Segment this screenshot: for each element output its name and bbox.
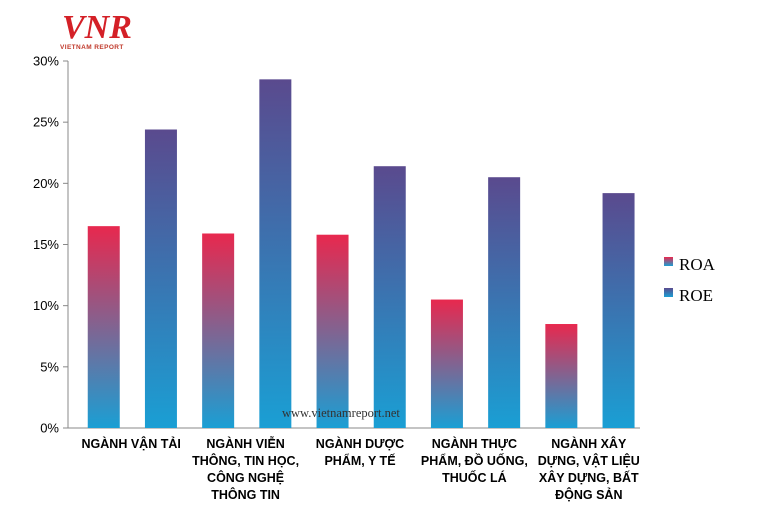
logo-subtitle: VIETNAM REPORT — [60, 44, 124, 51]
x-axis-labels: NGÀNH VẬN TẢI NGÀNH VIỄN THÔNG, TIN HỌC, CÔ… — [82, 436, 640, 502]
x-category-label: NGÀNH XÂY DỰNG, VẬT LIỆU XÂY DỰNG, BẤT ĐỘNG… — [538, 436, 640, 502]
bar-roa — [545, 324, 578, 428]
bar-roe — [259, 79, 292, 428]
y-tick-label: 10% — [33, 298, 59, 313]
legend-label-roa: ROA — [679, 255, 716, 274]
legend: ROA ROE — [664, 255, 716, 305]
vietnam-report-logo: VNR VIETNAM REPORT — [60, 9, 132, 51]
legend-label-roe: ROE — [679, 286, 713, 305]
x-category-label: NGÀNH DƯỢC PHẨM, Y TẾ — [316, 436, 404, 468]
y-tick-label: 25% — [33, 115, 59, 130]
bar-roe — [602, 193, 635, 428]
y-tick-label: 30% — [33, 54, 59, 69]
legend-swatch-roa — [664, 257, 673, 266]
watermark-text: www.vietnamreport.net — [282, 406, 400, 420]
x-category-label: NGÀNH VIỄN THÔNG, TIN HỌC, CÔNG NGHỆ THÔNG … — [192, 436, 299, 502]
legend-swatch-roe — [664, 288, 673, 297]
bar-roe — [488, 177, 521, 428]
y-tick-label: 15% — [33, 237, 59, 252]
bar-roa — [202, 233, 235, 428]
bar-roe — [373, 166, 406, 428]
bar-roa — [430, 299, 463, 428]
bar-roe — [144, 129, 177, 429]
y-axis-ticks: 0% 5% 10% 15% 20% 25% 30% — [33, 54, 68, 436]
y-tick-label: 0% — [40, 421, 59, 436]
bars — [87, 79, 635, 429]
bar-roa — [87, 226, 120, 428]
y-tick-label: 20% — [33, 176, 59, 191]
bar-roa — [316, 234, 349, 428]
y-tick-label: 5% — [40, 359, 59, 374]
logo-mark: VNR — [62, 9, 132, 46]
x-category-label: NGÀNH VẬN TẢI — [82, 436, 181, 451]
x-category-label: NGÀNH THỰC PHẨM, ĐỒ UỐNG, THUỐC LÁ — [421, 436, 528, 485]
